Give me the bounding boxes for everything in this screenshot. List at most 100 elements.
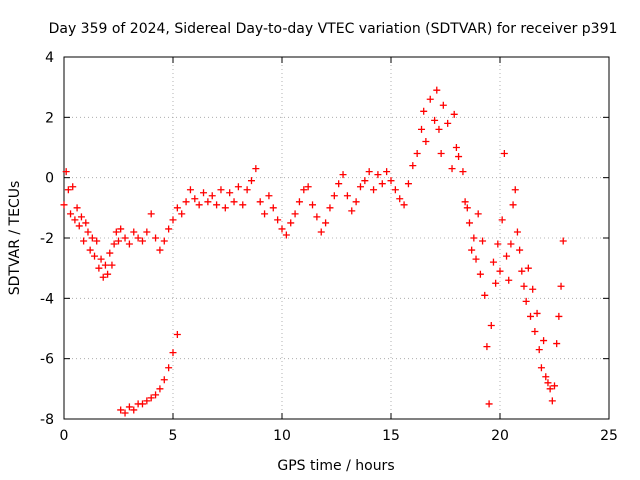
x-tick-label: 0 bbox=[60, 428, 69, 444]
chart-title: Day 359 of 2024, Sidereal Day-to-day VTE… bbox=[49, 21, 618, 37]
data-point-marker bbox=[450, 110, 458, 118]
data-point-marker bbox=[400, 201, 408, 209]
data-point-marker bbox=[156, 246, 164, 254]
y-tick-label: -2 bbox=[40, 231, 54, 247]
data-point-marker bbox=[121, 234, 129, 242]
axis-ticks bbox=[63, 56, 610, 420]
data-point-marker bbox=[481, 291, 489, 299]
data-point-marker bbox=[130, 228, 138, 236]
data-point-marker bbox=[130, 406, 138, 414]
data-point-marker bbox=[387, 177, 395, 185]
data-point-marker bbox=[485, 400, 493, 408]
data-point-marker bbox=[370, 186, 378, 194]
y-tick-label: 2 bbox=[45, 110, 54, 126]
data-point-marker bbox=[461, 198, 469, 206]
data-point-marker bbox=[69, 183, 77, 191]
data-point-marker bbox=[498, 216, 506, 224]
data-point-marker bbox=[559, 237, 567, 245]
data-point-marker bbox=[117, 225, 125, 233]
data-point-marker bbox=[339, 171, 347, 179]
data-point-marker bbox=[518, 267, 526, 275]
data-point-marker bbox=[352, 198, 360, 206]
data-point-marker bbox=[557, 282, 565, 290]
data-point-marker bbox=[256, 198, 264, 206]
data-point-marker bbox=[152, 391, 160, 399]
data-point-marker bbox=[516, 246, 524, 254]
data-point-marker bbox=[156, 385, 164, 393]
data-point-marker bbox=[71, 216, 79, 224]
data-point-marker bbox=[455, 153, 463, 161]
data-point-marker bbox=[80, 237, 88, 245]
data-point-marker bbox=[476, 270, 484, 278]
data-point-marker bbox=[409, 162, 417, 170]
data-point-marker bbox=[540, 337, 548, 345]
data-point-marker bbox=[468, 246, 476, 254]
data-point-marker bbox=[431, 116, 439, 124]
data-point-marker bbox=[330, 192, 338, 200]
data-point-marker bbox=[479, 237, 487, 245]
data-point-marker bbox=[112, 228, 120, 236]
data-point-marker bbox=[503, 252, 511, 260]
data-point-marker bbox=[444, 119, 452, 127]
x-tick-label: 10 bbox=[273, 428, 291, 444]
data-point-marker bbox=[278, 225, 286, 233]
data-point-marker bbox=[313, 213, 321, 221]
data-point-marker bbox=[309, 201, 317, 209]
data-point-marker bbox=[304, 183, 312, 191]
data-point-marker bbox=[544, 379, 552, 387]
x-axis-tick-labels: 0 5 10 15 20 25 bbox=[60, 428, 618, 444]
data-point-marker bbox=[91, 252, 99, 260]
data-point-marker bbox=[165, 364, 173, 372]
data-point-marker bbox=[470, 234, 478, 242]
data-point-marker bbox=[169, 349, 177, 357]
data-point-marker bbox=[75, 222, 83, 230]
data-point-marker bbox=[496, 267, 504, 275]
data-point-marker bbox=[138, 400, 146, 408]
data-point-marker bbox=[343, 192, 351, 200]
data-point-marker bbox=[500, 150, 508, 158]
data-point-marker bbox=[507, 240, 515, 248]
data-point-marker bbox=[108, 261, 116, 269]
data-point-marker bbox=[335, 180, 343, 188]
data-point-marker bbox=[459, 168, 467, 176]
data-point-marker bbox=[213, 201, 221, 209]
data-point-marker bbox=[261, 210, 269, 218]
data-point-marker bbox=[64, 186, 72, 194]
data-point-marker bbox=[537, 364, 545, 372]
data-point-marker bbox=[97, 255, 105, 263]
data-point-marker bbox=[322, 219, 330, 227]
data-point-marker bbox=[221, 204, 229, 212]
data-point-marker bbox=[243, 186, 251, 194]
data-point-marker bbox=[62, 168, 70, 176]
data-point-marker bbox=[433, 86, 441, 94]
data-point-marker bbox=[533, 309, 541, 317]
data-point-marker bbox=[282, 231, 290, 239]
data-point-marker bbox=[101, 261, 109, 269]
data-point-marker bbox=[182, 198, 190, 206]
y-axis-label: SDTVAR / TECUs bbox=[7, 181, 23, 296]
data-point-marker bbox=[239, 201, 247, 209]
data-point-marker bbox=[542, 373, 550, 381]
y-axis-tick-labels: 4 2 0 -2 -4 -6 -8 bbox=[40, 50, 54, 428]
data-point-marker bbox=[252, 165, 260, 173]
data-point-marker bbox=[117, 406, 125, 414]
data-point-marker bbox=[383, 168, 391, 176]
data-point-marker bbox=[487, 321, 495, 329]
data-point-marker bbox=[110, 240, 118, 248]
data-series bbox=[60, 86, 567, 417]
data-point-marker bbox=[77, 213, 85, 221]
data-point-marker bbox=[452, 144, 460, 151]
data-point-marker bbox=[420, 107, 428, 115]
data-point-marker bbox=[553, 340, 561, 348]
data-point-marker bbox=[86, 246, 94, 254]
data-point-marker bbox=[208, 192, 216, 200]
x-tick-label: 15 bbox=[382, 428, 400, 444]
data-point-marker bbox=[492, 279, 500, 287]
data-point-marker bbox=[513, 228, 521, 236]
data-point-marker bbox=[99, 273, 107, 281]
data-point-marker bbox=[291, 210, 299, 218]
data-point-marker bbox=[439, 101, 447, 109]
data-point-marker bbox=[524, 264, 532, 272]
data-point-marker bbox=[147, 394, 155, 402]
